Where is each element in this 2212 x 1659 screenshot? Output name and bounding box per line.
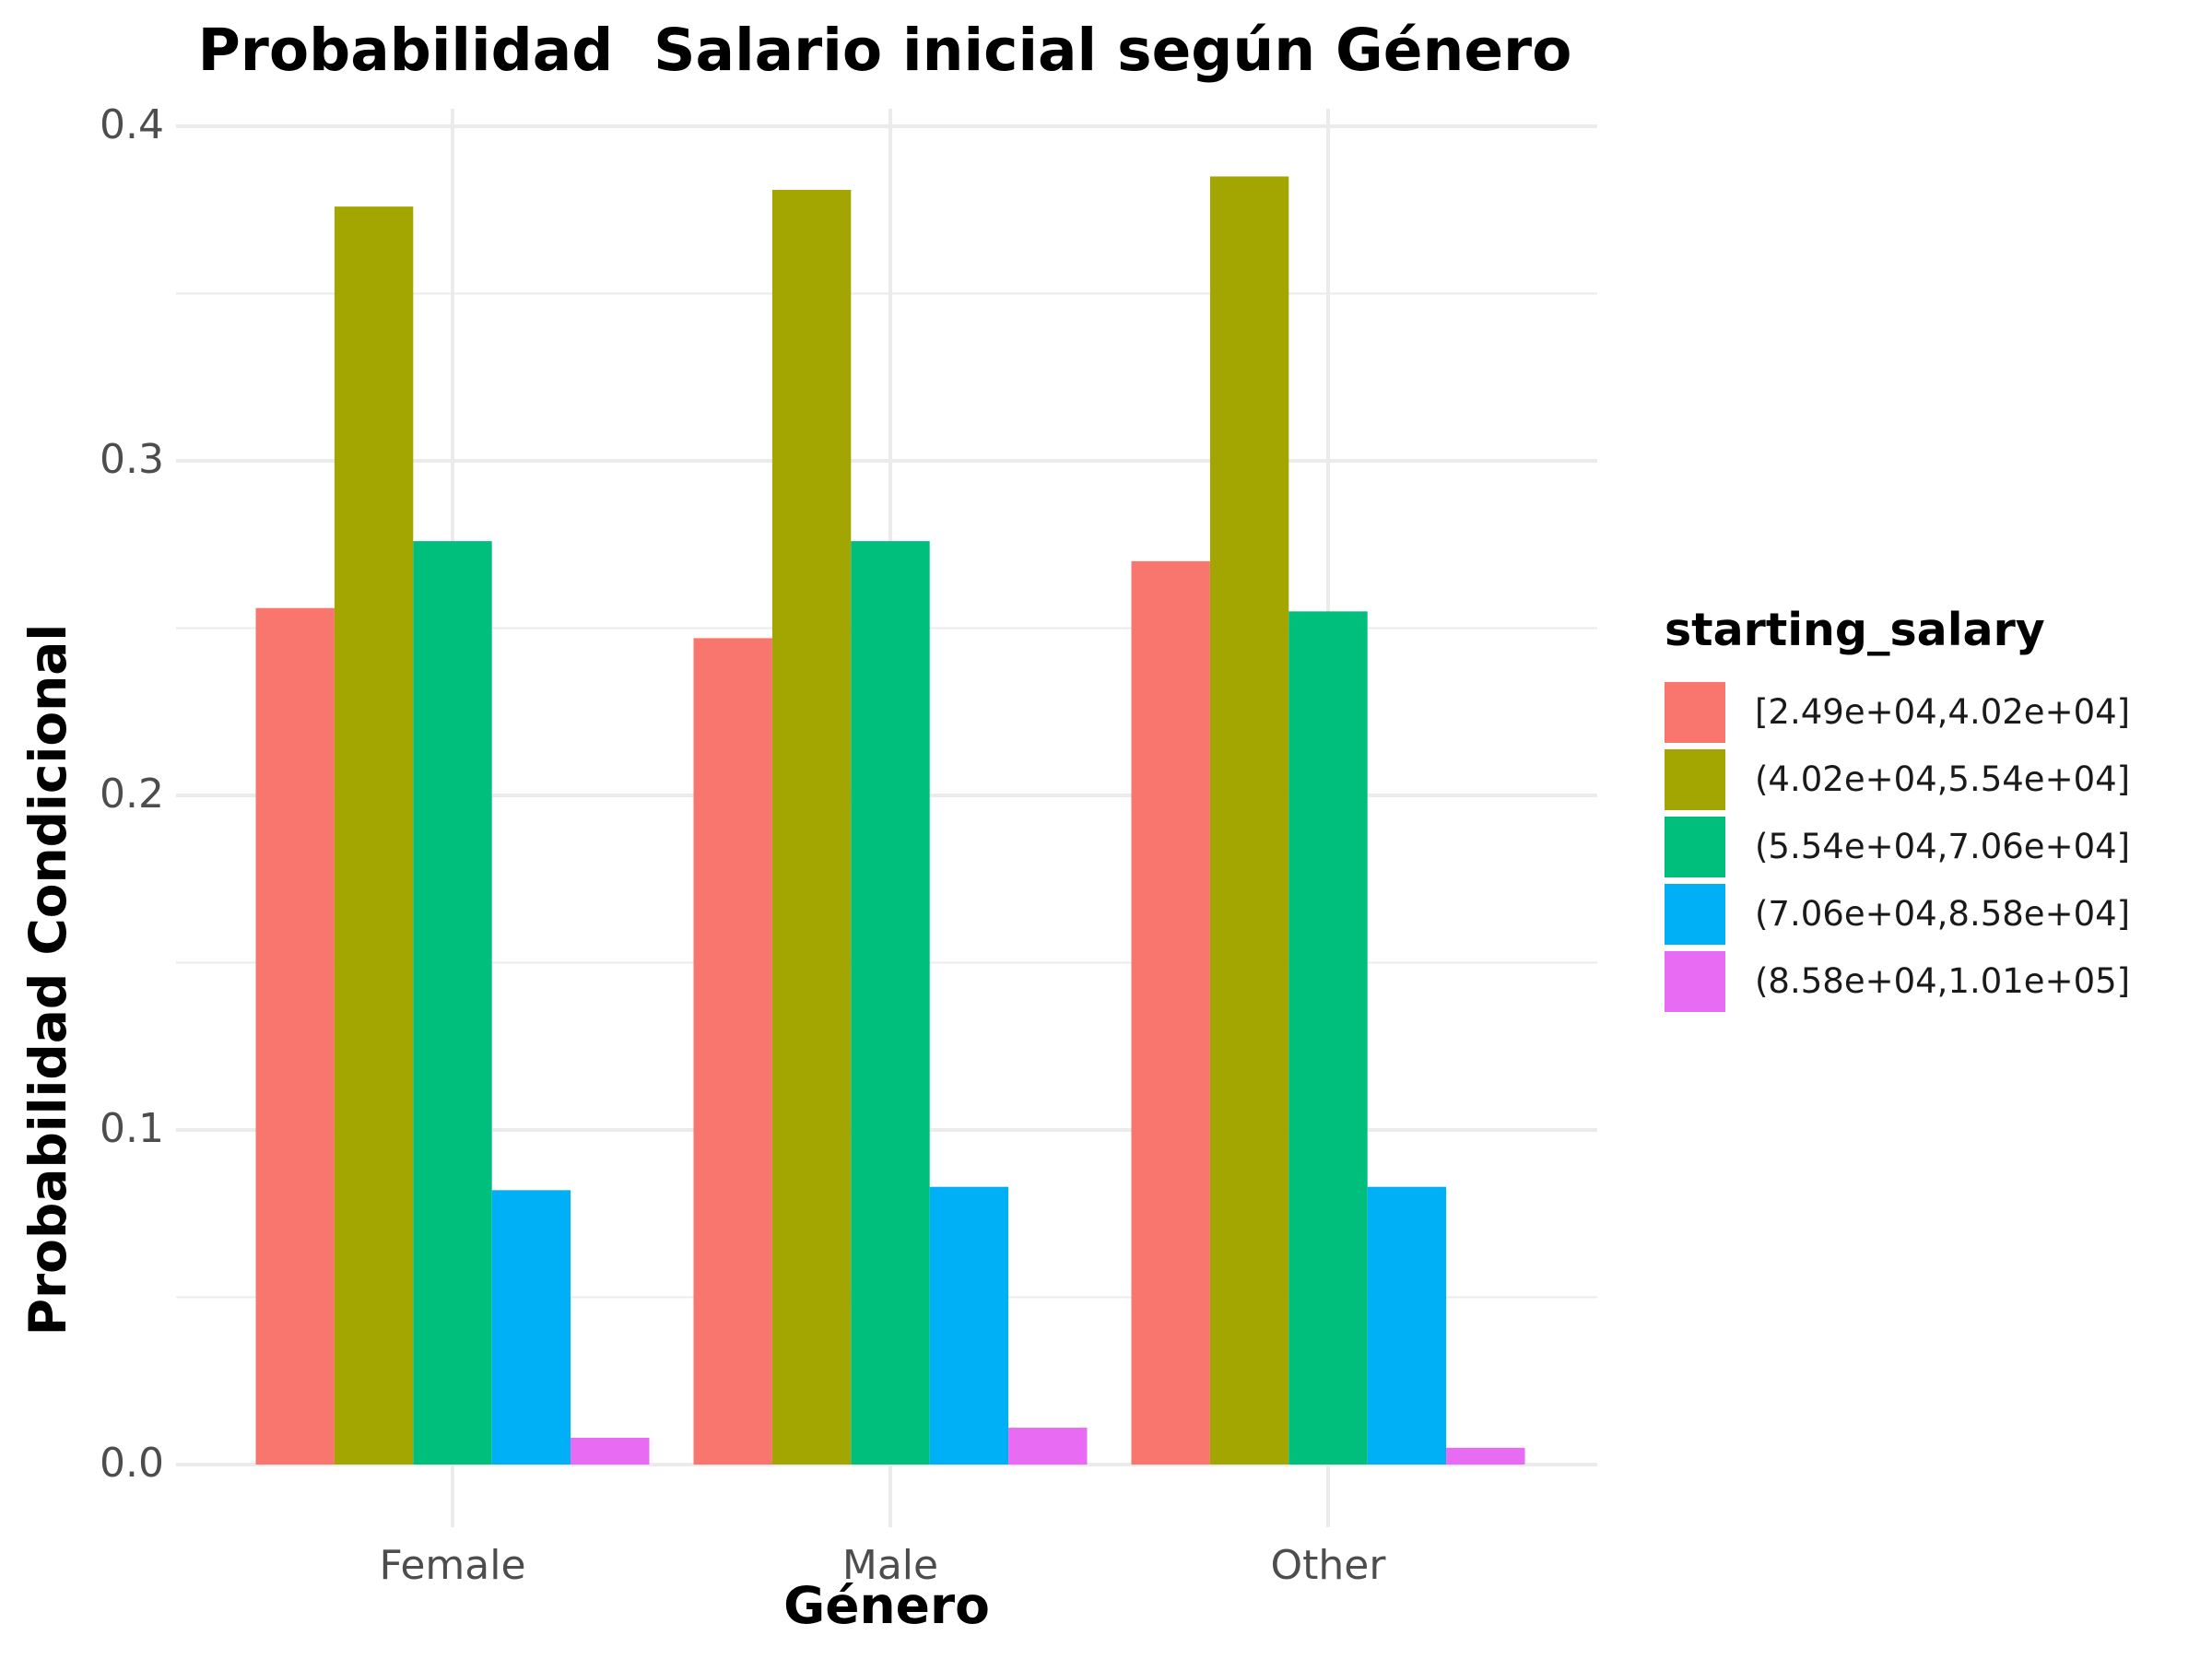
- x-axis-label: Género: [783, 1576, 990, 1635]
- legend-item: (7.06e+04,8.58e+04]: [1665, 880, 2130, 947]
- y-tick-label: 0.0: [100, 1440, 164, 1487]
- chart-title: Probabilidad Salario inicial según Géner…: [197, 17, 1572, 84]
- bar: [255, 607, 335, 1465]
- bar: [693, 638, 772, 1465]
- bar: [571, 1437, 650, 1465]
- y-tick-labels: 0.0 0.1 0.2 0.3 0.4: [100, 101, 164, 1487]
- legend-key: [1665, 681, 1725, 743]
- legend-item: (8.58e+04,1.01e+05]: [1665, 947, 2130, 1015]
- legend-item: (5.54e+04,7.06e+04]: [1665, 813, 2130, 880]
- legend-title: starting_salary: [1665, 604, 2045, 656]
- bar: [413, 541, 492, 1465]
- bar: [1131, 560, 1210, 1465]
- y-tick-label: 0.1: [100, 1105, 164, 1152]
- bar: [1209, 176, 1289, 1465]
- legend-key: [1665, 950, 1725, 1012]
- legend-item: [2.49e+04,4.02e+04]: [1665, 678, 2130, 746]
- legend-label: (5.54e+04,7.06e+04]: [1755, 827, 2131, 866]
- x-tick-label: Female: [379, 1542, 525, 1589]
- bar: [929, 1186, 1009, 1465]
- bar: [491, 1190, 571, 1465]
- legend-key: [1665, 816, 1725, 877]
- bar: [1367, 1186, 1447, 1465]
- legend-key: [1665, 883, 1725, 945]
- bar: [851, 541, 930, 1465]
- y-axis-label: Probabilidad Condicional: [18, 623, 77, 1336]
- y-tick-label: 0.3: [100, 436, 164, 483]
- legend-label: (7.06e+04,8.58e+04]: [1755, 894, 2131, 934]
- x-tick-label: Male: [842, 1542, 938, 1589]
- legend: starting_salary [2.49e+04,4.02e+04] (4.02…: [1665, 604, 2130, 1015]
- legend-label: [2.49e+04,4.02e+04]: [1755, 692, 2131, 732]
- y-tick-label: 0.4: [100, 101, 164, 148]
- bar: [1288, 611, 1368, 1465]
- bar: [1446, 1447, 1525, 1465]
- legend-items: [2.49e+04,4.02e+04] (4.02e+04,5.54e+04] (5…: [1665, 678, 2130, 1015]
- bar: [771, 189, 852, 1465]
- y-tick-label: 0.2: [100, 771, 164, 818]
- legend-key: [1665, 748, 1725, 810]
- legend-label: (4.02e+04,5.54e+04]: [1755, 759, 2131, 799]
- bar: [334, 206, 414, 1465]
- bars: [255, 176, 1525, 1465]
- x-tick-labels: Female Male Other: [379, 1542, 1386, 1589]
- bar: [1008, 1428, 1088, 1465]
- legend-item: (4.02e+04,5.54e+04]: [1665, 746, 2130, 813]
- legend-label: (8.58e+04,1.01e+05]: [1755, 961, 2131, 1001]
- x-tick-label: Other: [1271, 1542, 1387, 1589]
